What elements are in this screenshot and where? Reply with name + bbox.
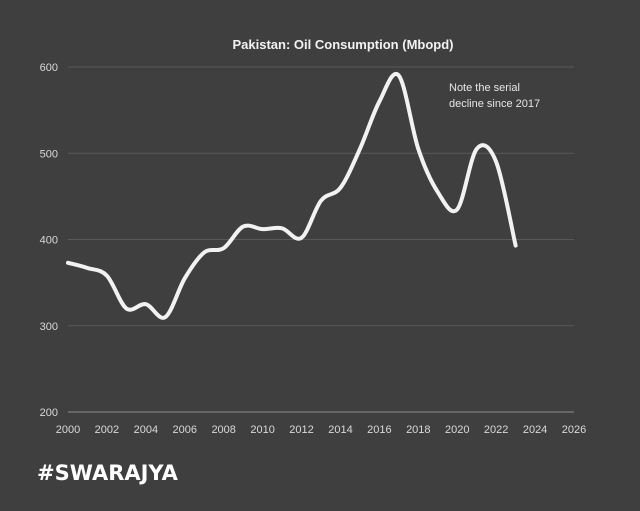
y-tick-label: 300 [40,321,58,333]
data-point-2016 [377,100,381,104]
data-point-2018 [416,147,420,151]
data-point-2004 [144,302,148,306]
data-point-2008 [222,246,226,250]
data-point-2014 [338,186,342,190]
data-point-2020 [455,207,459,211]
y-tick-label: 200 [40,407,58,419]
data-point-2011 [280,226,284,230]
y-tick-label: 500 [40,148,58,160]
data-point-2022 [494,160,498,164]
x-tick-label: 2012 [289,424,313,436]
data-point-2002 [105,274,109,278]
x-tick-label: 2020 [445,424,469,436]
data-point-2005 [163,315,167,319]
data-point-2017 [397,74,401,78]
grid-layer [68,66,574,327]
x-tick-label: 2000 [56,424,80,436]
series-line-0 [66,71,518,320]
data-point-2007 [202,250,206,254]
data-point-2010 [261,227,265,231]
data-point-2006 [183,276,187,280]
tick-labels: 200 300 400 500 600 2000 2002 2004 2006 2008 2010 2… [40,62,587,436]
brand-logo: #SWARAJYA [37,461,179,485]
x-tick-label: 2026 [562,424,586,436]
data-point-2009 [241,225,245,229]
x-tick-label: 2018 [406,424,430,436]
y-tick-label: 400 [40,235,58,247]
x-tick-label: 2002 [95,424,119,436]
x-tick-label: 2004 [134,424,158,436]
x-tick-label: 2016 [367,424,391,436]
data-point-2021 [475,147,479,151]
data-point-2001 [85,266,89,270]
series-layer [66,71,518,320]
annotation-line-1: Note the serial [449,82,520,94]
data-point-2012 [300,236,304,240]
data-point-2003 [124,307,128,311]
data-point-2019 [436,190,440,194]
data-point-2013 [319,199,323,203]
x-tick-label: 2022 [484,424,508,436]
chart-title: Pakistan: Oil Consumption (Mbopd) [233,37,454,52]
x-tick-label: 2008 [211,424,235,436]
x-tick-label: 2014 [328,424,352,436]
data-point-2023 [514,244,518,248]
x-tick-label: 2024 [523,424,547,436]
data-point-2000 [66,261,70,265]
annotation-line-2: decline since 2017 [449,98,540,110]
x-tick-label: 2006 [173,424,197,436]
data-point-2015 [358,147,362,151]
x-tick-label: 2010 [250,424,274,436]
y-tick-label: 600 [40,62,58,74]
